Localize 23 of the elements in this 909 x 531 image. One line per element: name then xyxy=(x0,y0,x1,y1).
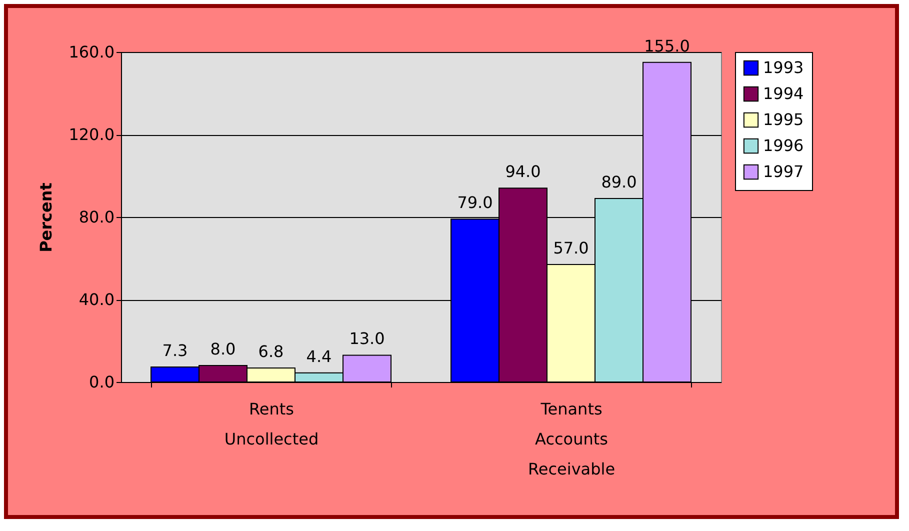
data-label: 4.4 xyxy=(306,346,332,366)
y-tick-label: 80.0 xyxy=(78,208,114,226)
data-label: 94.0 xyxy=(505,162,541,182)
legend-label: 1993 xyxy=(763,58,804,77)
legend-label: 1994 xyxy=(763,84,804,103)
data-label: 155.0 xyxy=(644,36,690,56)
data-label: 7.3 xyxy=(162,340,188,360)
y-axis-title: Percent xyxy=(36,182,56,252)
legend-label: 1995 xyxy=(763,110,804,129)
y-tick-label: 40.0 xyxy=(78,290,114,309)
y-tick-label: 0.0 xyxy=(89,372,114,392)
x-tick-label: Rents Uncollected xyxy=(224,400,319,448)
data-label: 6.8 xyxy=(258,342,284,361)
data-label: 89.0 xyxy=(601,172,637,192)
x-tick-label: Tenants Accounts Receivable xyxy=(528,400,616,478)
data-label: 8.0 xyxy=(210,340,236,358)
y-tick-label: 120.0 xyxy=(68,125,114,144)
legend-label: 1997 xyxy=(763,162,804,181)
y-tick-label: 160.0 xyxy=(68,42,114,62)
data-label: 13.0 xyxy=(349,329,385,348)
data-label: 79.0 xyxy=(457,193,493,212)
legend-label: 1996 xyxy=(763,136,804,155)
data-label: 57.0 xyxy=(553,238,589,258)
